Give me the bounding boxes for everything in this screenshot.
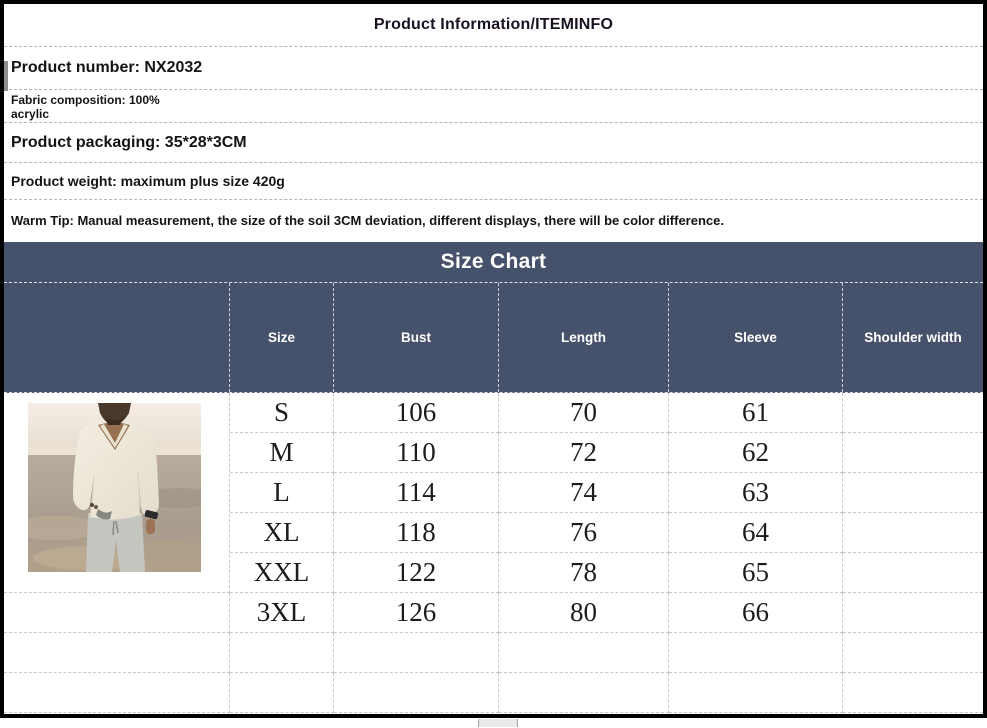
cell-length-xxl: 78 <box>499 553 669 593</box>
cell-size-3xl: 3XL <box>230 593 334 633</box>
warm-tip-text: Warm Tip: Manual measurement, the size o… <box>11 212 724 228</box>
cell-length-l: 74 <box>499 473 669 513</box>
cell-length-xl: 76 <box>499 513 669 553</box>
cell-size-s: S <box>230 393 334 433</box>
empty-cell <box>499 673 669 713</box>
sheet-title-row: Product Information/ITEMINFO <box>4 4 983 47</box>
fabric-composition-line1: Fabric composition: 100% <box>11 93 160 107</box>
product-number-row: Product number: NX2032 <box>4 47 983 90</box>
cell-shoulder-l <box>843 473 983 513</box>
header-cell-shoulder: Shoulder width <box>864 330 962 345</box>
size-chart-banner: Size Chart <box>4 240 983 283</box>
cell-size-l: L <box>230 473 334 513</box>
page-title: Product Information/ITEMINFO <box>373 16 614 33</box>
row-selection-marker <box>4 61 8 91</box>
empty-cell <box>4 673 230 713</box>
cell-length-3xl: 80 <box>499 593 669 633</box>
cell-size-m: M <box>230 433 334 473</box>
cell-sleeve-m: 62 <box>669 433 843 473</box>
size-table-body: S 106 70 61 M 110 72 62 L 114 74 63 XL 1… <box>4 393 983 713</box>
cell-bust-xl: 118 <box>334 513 499 553</box>
product-weight-row: Product weight: maximum plus size 420g <box>4 163 983 200</box>
cell-bust-l: 114 <box>334 473 499 513</box>
header-cell-size: Size <box>230 283 334 392</box>
header-cell-sleeve: Sleeve <box>669 283 843 392</box>
empty-cell <box>4 633 230 673</box>
cell-shoulder-m <box>843 433 983 473</box>
empty-cell <box>499 633 669 673</box>
fabric-composition-row: Fabric composition: 100% acrylic <box>4 90 983 123</box>
empty-cell <box>230 633 334 673</box>
cell-size-xl: XL <box>230 513 334 553</box>
cell-bust-s: 106 <box>334 393 499 433</box>
empty-cell <box>230 673 334 713</box>
product-packaging-text: Product packaging: 35*28*3CM <box>11 133 247 151</box>
empty-cell <box>843 673 983 713</box>
product-photo <box>28 403 201 572</box>
cell-sleeve-l: 63 <box>669 473 843 513</box>
horizontal-scrollbar-thumb[interactable] <box>478 719 518 727</box>
cell-bust-3xl: 126 <box>334 593 499 633</box>
cell-shoulder-3xl <box>843 593 983 633</box>
product-weight-text: Product weight: maximum plus size 420g <box>11 173 285 189</box>
cell-shoulder-s <box>843 393 983 433</box>
cell-shoulder-xl <box>843 513 983 553</box>
product-packaging-row: Product packaging: 35*28*3CM <box>4 123 983 163</box>
cell-length-m: 72 <box>499 433 669 473</box>
cell-length-s: 70 <box>499 393 669 433</box>
size-table-header: Size Bust Length Sleeve Shoulder width <box>4 283 983 393</box>
empty-cell <box>334 673 499 713</box>
cell-bust-xxl: 122 <box>334 553 499 593</box>
empty-cell <box>669 633 843 673</box>
warm-tip-row: Warm Tip: Manual measurement, the size o… <box>4 200 983 240</box>
header-cell-photo <box>4 283 230 392</box>
header-cell-bust: Bust <box>334 283 499 392</box>
empty-cell <box>843 633 983 673</box>
header-cell-length: Length <box>499 283 669 392</box>
fabric-composition-line2: acrylic <box>11 107 50 121</box>
cell-bust-m: 110 <box>334 433 499 473</box>
cell-photo-3xl <box>4 593 230 633</box>
product-photo-cell <box>4 393 230 593</box>
cell-shoulder-xxl <box>843 553 983 593</box>
product-number-text: Product number: NX2032 <box>11 59 203 76</box>
cell-sleeve-xxl: 65 <box>669 553 843 593</box>
empty-cell <box>334 633 499 673</box>
cell-sleeve-s: 61 <box>669 393 843 433</box>
size-chart-title: Size Chart <box>440 250 547 273</box>
cell-sleeve-3xl: 66 <box>669 593 843 633</box>
cell-size-xxl: XXL <box>230 553 334 593</box>
cell-sleeve-xl: 64 <box>669 513 843 553</box>
empty-cell <box>669 673 843 713</box>
